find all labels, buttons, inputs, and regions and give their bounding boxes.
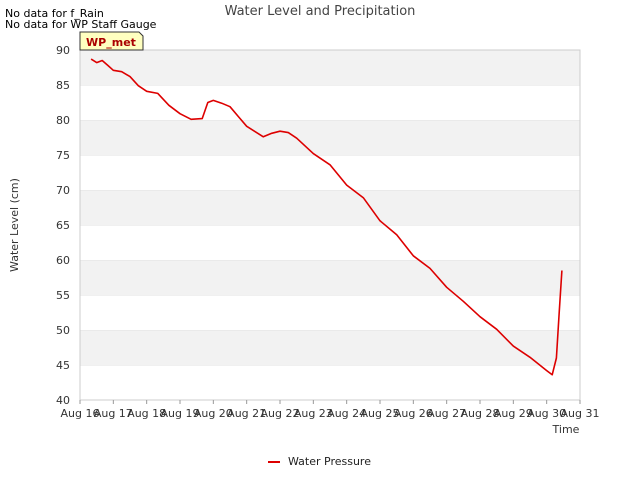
grid-band — [80, 225, 580, 260]
x-tick-label: Aug 26 — [394, 407, 433, 420]
x-tick-label: Aug 28 — [461, 407, 500, 420]
y-tick-label: 75 — [56, 149, 70, 162]
x-tick-label: Aug 16 — [61, 407, 100, 420]
x-tick-label: Aug 23 — [294, 407, 333, 420]
chart-title: Water Level and Precipitation — [225, 4, 416, 19]
x-tick-label: Aug 30 — [527, 407, 566, 420]
grid-band — [80, 365, 580, 400]
no-data-rain-note: No data for f_Rain — [5, 7, 104, 20]
y-tick-label: 90 — [56, 44, 70, 57]
x-tick-label: Aug 29 — [494, 407, 533, 420]
x-tick-label: Aug 17 — [94, 407, 133, 420]
y-tick-label: 80 — [56, 114, 70, 127]
grid-band — [80, 295, 580, 330]
y-tick-label: 45 — [56, 359, 70, 372]
grid-band — [80, 155, 580, 190]
x-tick-label: Aug 24 — [327, 407, 366, 420]
x-tick-label: Aug 22 — [261, 407, 300, 420]
grid-band — [80, 330, 580, 365]
x-tick-label: Aug 31 — [561, 407, 600, 420]
y-tick-label: 40 — [56, 394, 70, 407]
y-axis-label: Water Level (cm) — [8, 178, 21, 272]
y-tick-label: 65 — [56, 219, 70, 232]
grid-band — [80, 120, 580, 155]
badge-label: WP_met — [86, 36, 136, 49]
x-axis-label: Time — [552, 423, 580, 436]
x-tick-label: Aug 25 — [361, 407, 400, 420]
grid-band — [80, 85, 580, 120]
y-tick-label: 55 — [56, 289, 70, 302]
y-tick-label: 60 — [56, 254, 70, 267]
badge-box — [79, 31, 144, 51]
grid-band — [80, 190, 580, 225]
x-tick-label: Aug 18 — [127, 407, 166, 420]
plot-frame — [79, 49, 581, 401]
grid-band — [80, 50, 580, 85]
x-tick-label: Aug 27 — [427, 407, 466, 420]
station-badge: WP_met — [79, 31, 144, 51]
y-axis-ticks: 40 45 50 55 60 65 70 75 80 85 90 — [56, 44, 70, 407]
x-tick-label: Aug 19 — [161, 407, 200, 420]
legend-label-water-pressure: Water Pressure — [288, 455, 371, 468]
x-tick-label: Aug 20 — [194, 407, 233, 420]
y-tick-label: 85 — [56, 79, 70, 92]
no-data-staff-gauge-note: No data for WP Staff Gauge — [5, 18, 157, 31]
grid-band — [80, 260, 580, 295]
legend: Water Pressure — [268, 455, 371, 468]
grid-bands — [80, 49, 580, 400]
series-line-water-pressure — [90, 58, 563, 376]
y-tick-label: 50 — [56, 324, 70, 337]
y-tick-label: 70 — [56, 184, 70, 197]
x-tick-label: Aug 21 — [227, 407, 266, 420]
